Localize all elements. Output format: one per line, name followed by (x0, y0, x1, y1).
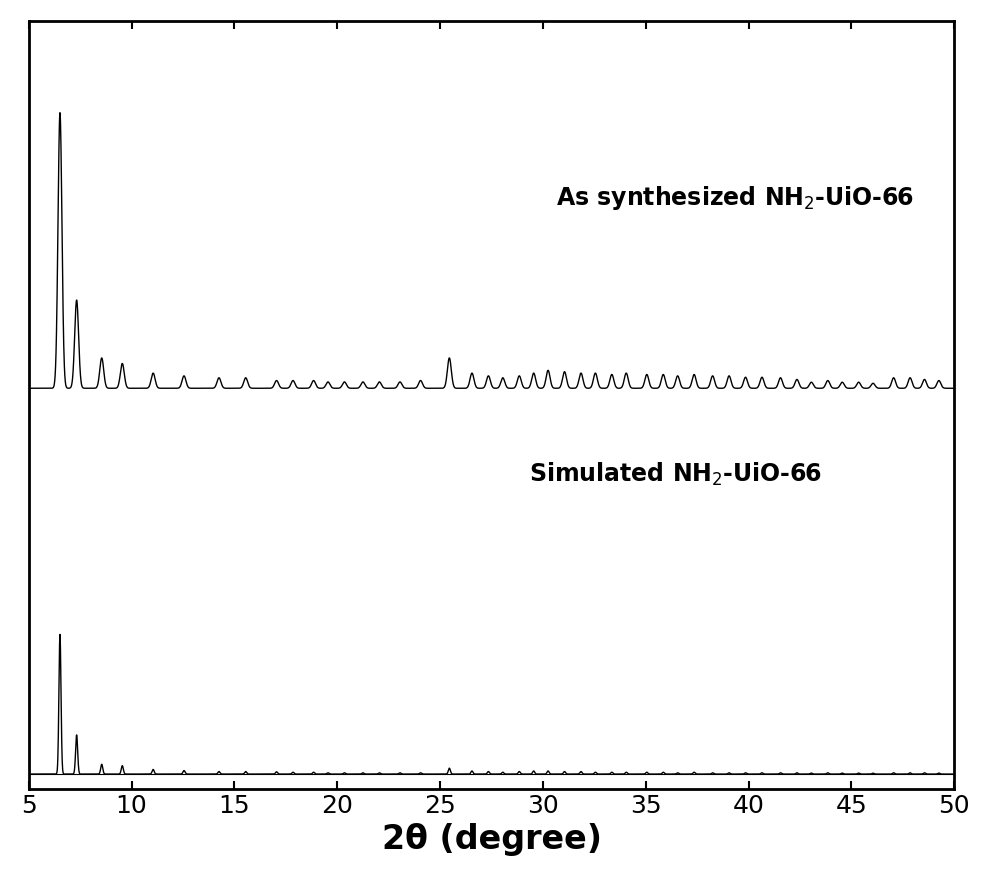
X-axis label: 2θ (degree): 2θ (degree) (382, 824, 602, 856)
Text: Simulated NH$_2$-UiO-66: Simulated NH$_2$-UiO-66 (529, 460, 822, 488)
Text: As synthesized NH$_2$-UiO-66: As synthesized NH$_2$-UiO-66 (556, 184, 914, 212)
